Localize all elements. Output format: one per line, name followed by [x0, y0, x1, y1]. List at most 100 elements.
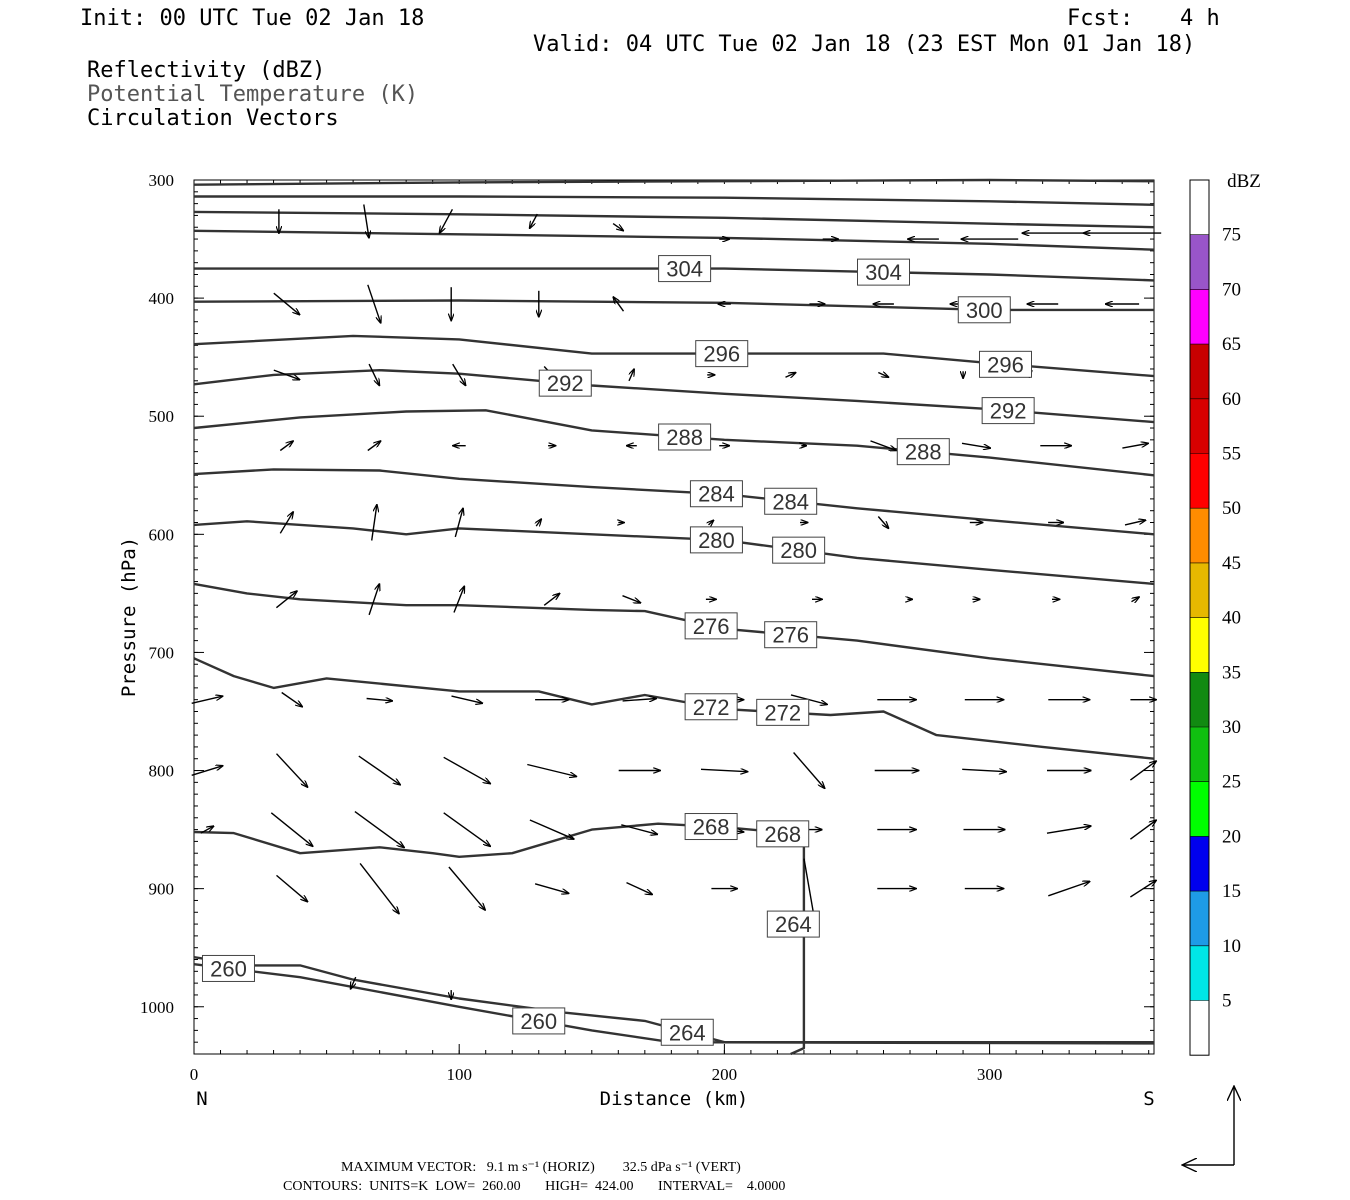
- circulation-vector: [527, 763, 576, 777]
- colorbar-swatch: [1190, 453, 1209, 509]
- contour-label-box: [764, 621, 818, 649]
- circulation-vector: [363, 204, 369, 239]
- circulation-vector: [367, 441, 381, 452]
- x-axis-north-label: N: [196, 1088, 207, 1110]
- circulation-vector: [1131, 597, 1140, 602]
- colorbar-label: 45: [1222, 553, 1241, 574]
- circulation-vector: [536, 519, 541, 526]
- contour-label-288: 288: [905, 440, 942, 465]
- isentrope-296: [193, 334, 1155, 378]
- x-axis-title: Distance (km): [600, 1088, 749, 1110]
- contour-label-276: 276: [693, 614, 730, 639]
- colorbar-swatch: [1190, 672, 1209, 728]
- circulation-vector: [273, 369, 300, 380]
- circulation-vector: [622, 595, 641, 603]
- circulation-vector: [962, 769, 1006, 771]
- contour-label-box: [978, 350, 1032, 378]
- contour-label-box: [981, 397, 1035, 425]
- colorbar-label: 55: [1222, 444, 1241, 465]
- contour-label-box: [538, 369, 592, 397]
- circulation-vector: [275, 591, 297, 609]
- colorbar-swatch: [1190, 891, 1209, 947]
- contour-label-box: [689, 526, 743, 554]
- contour-label-272: 272: [764, 700, 801, 725]
- y-axis-title: Pressure (hPa): [118, 537, 140, 697]
- circulation-vector: [279, 512, 293, 534]
- contour-label-264: 264: [669, 1020, 706, 1045]
- forecast-hours: 4 h: [1180, 6, 1220, 31]
- contour-label-box: [658, 255, 712, 283]
- circulation-vector: [622, 699, 657, 701]
- contour-label-292: 292: [547, 371, 584, 396]
- contour-label-284: 284: [772, 489, 809, 514]
- contour-label-box: [756, 698, 810, 726]
- colorbar-label: 70: [1222, 279, 1241, 300]
- contour-label-304: 304: [666, 257, 703, 282]
- contour-info: CONTOURS: UNITS=K LOW= 260.00 HIGH= 424.…: [283, 1179, 785, 1194]
- isentrope-292: [193, 369, 1155, 424]
- circulation-vector: [452, 363, 466, 386]
- contour-label-268: 268: [693, 815, 730, 840]
- circulation-vector: [191, 766, 223, 776]
- contour-label-box: [684, 693, 738, 721]
- circulation-vector: [700, 769, 748, 771]
- circulation-vector: [793, 752, 825, 789]
- circulation-vector: [870, 440, 897, 451]
- colorbar-swatch: [1190, 344, 1209, 400]
- isentrope-280: [193, 520, 1155, 586]
- contour-label-box: [764, 487, 818, 515]
- y-tick-label: 300: [149, 171, 175, 190]
- circulation-vector: [626, 881, 653, 895]
- contour-label-box: [857, 258, 911, 286]
- colorbar-swatch: [1190, 289, 1209, 345]
- circulation-vector: [1048, 881, 1090, 897]
- x-tick-label: 300: [977, 1065, 1003, 1084]
- contour-label-box: [772, 536, 826, 564]
- circulation-vector: [359, 862, 399, 913]
- colorbar-swatch: [1190, 727, 1209, 783]
- circulation-vector: [1124, 520, 1146, 526]
- contour-label-272: 272: [693, 695, 730, 720]
- contour-label-box: [695, 340, 749, 368]
- x-axis-south-label: S: [1143, 1088, 1154, 1110]
- x-tick-label: 200: [712, 1065, 738, 1084]
- circulation-vector: [613, 297, 625, 312]
- circulation-vector: [961, 442, 991, 448]
- contour-label-288: 288: [666, 425, 703, 450]
- contour-label-box: [766, 910, 820, 938]
- reference-vector-icon: [1183, 1087, 1234, 1165]
- contour-label-box: [658, 423, 712, 451]
- circulation-vector: [443, 812, 491, 847]
- contour-label-box: [896, 438, 950, 466]
- colorbar-label: 30: [1222, 717, 1241, 738]
- contour-label-box: [684, 813, 738, 841]
- circulation-vector: [1129, 761, 1156, 781]
- contour-label-260: 260: [210, 956, 247, 981]
- colorbar-label: 10: [1222, 936, 1241, 957]
- circulation-vector: [351, 976, 357, 989]
- circulation-vectors: [191, 204, 1162, 1000]
- max-vector-info: MAXIMUM VECTOR: 9.1 m s⁻¹ (HORIZ) 32.5 d…: [341, 1160, 741, 1175]
- field-circulation-vectors: Circulation Vectors: [87, 106, 339, 131]
- contour-label-box: [689, 480, 743, 508]
- colorbar-label: 50: [1222, 498, 1241, 519]
- circulation-vector: [803, 858, 814, 919]
- circulation-vector: [878, 373, 888, 378]
- circulation-vector: [1130, 880, 1156, 898]
- circulation-vector: [529, 819, 574, 839]
- contour-label-296: 296: [703, 342, 740, 367]
- colorbar-label: 15: [1222, 881, 1241, 902]
- colorbar-label: 60: [1222, 389, 1241, 410]
- contour-labels: 304 304 300 296 296 292 292 288 288 284 284 280 280 2…: [201, 255, 1035, 1046]
- contour-label-264: 264: [775, 912, 812, 937]
- circulation-vector: [448, 866, 485, 910]
- y-tick-label: 600: [149, 525, 175, 544]
- y-tick-label: 400: [149, 289, 175, 308]
- circulation-vector: [200, 826, 214, 834]
- circulation-vector: [785, 373, 796, 378]
- x-tick-label: 100: [446, 1065, 472, 1084]
- colorbar-swatch: [1190, 781, 1209, 837]
- init-time: Init: 00 UTC Tue 02 Jan 18: [80, 6, 424, 31]
- circulation-vector: [709, 520, 714, 525]
